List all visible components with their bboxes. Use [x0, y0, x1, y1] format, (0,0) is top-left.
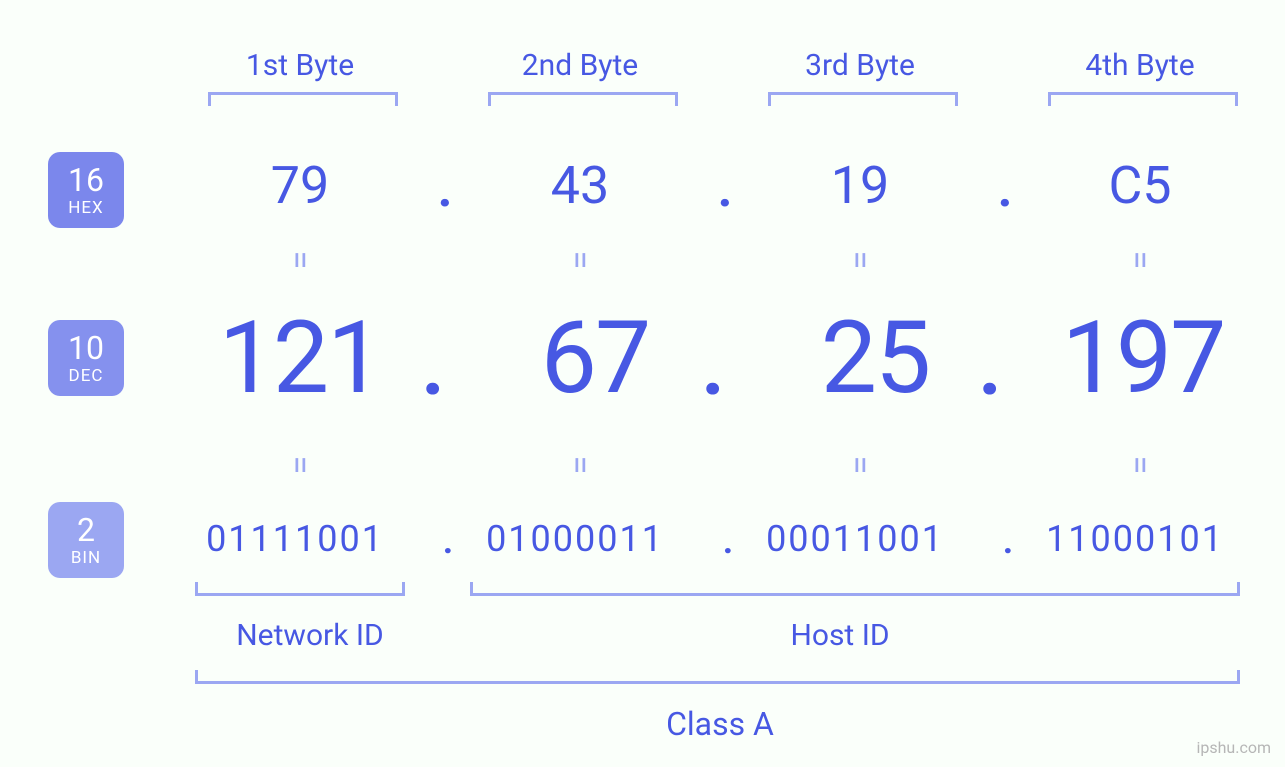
byte-header-2: 2nd Byte — [480, 48, 680, 83]
class-label: Class A — [630, 705, 810, 743]
byte-header-3: 3rd Byte — [760, 48, 960, 83]
byte-bracket-4 — [1048, 92, 1238, 106]
bin-byte-1: 01111001 — [170, 518, 420, 560]
host-id-label: Host ID — [730, 618, 950, 653]
bin-base-badge: 2 BIN — [48, 502, 124, 578]
hex-byte-2: 43 — [480, 155, 680, 216]
class-bracket — [195, 670, 1240, 684]
equals-icon: = — [1120, 450, 1160, 480]
dec-dot-3: . — [975, 320, 1005, 414]
bin-byte-3: 00011001 — [730, 518, 980, 560]
network-id-bracket — [195, 582, 405, 596]
equals-icon: = — [560, 245, 600, 275]
byte-bracket-1 — [208, 92, 398, 106]
hex-byte-1: 79 — [200, 155, 400, 216]
network-id-label: Network ID — [230, 618, 390, 653]
hex-dot-1: . — [430, 158, 460, 219]
dec-base-label: DEC — [69, 368, 104, 385]
byte-header-4: 4th Byte — [1040, 48, 1240, 83]
dec-byte-3: 25 — [750, 300, 1000, 417]
hex-byte-3: 19 — [760, 155, 960, 216]
bin-base-label: BIN — [71, 550, 101, 567]
hex-byte-4: C5 — [1040, 155, 1240, 216]
equals-icon: = — [840, 245, 880, 275]
hex-base-badge: 16 HEX — [48, 152, 124, 228]
equals-icon: = — [280, 245, 320, 275]
hex-base-label: HEX — [68, 200, 103, 217]
bin-byte-2: 01000011 — [450, 518, 700, 560]
equals-icon: = — [560, 450, 600, 480]
hex-dot-2: . — [710, 158, 740, 219]
dec-dot-2: . — [698, 320, 728, 414]
byte-header-1: 1st Byte — [200, 48, 400, 83]
dec-base-badge: 10 DEC — [48, 320, 124, 396]
equals-icon: = — [280, 450, 320, 480]
equals-icon: = — [840, 450, 880, 480]
bin-dot-3: . — [998, 520, 1018, 562]
columns-area: 1st Byte 2nd Byte 3rd Byte 4th Byte 79 4… — [170, 0, 1235, 767]
dec-base-number: 10 — [68, 332, 104, 364]
watermark: ipshu.com — [1196, 738, 1271, 757]
dec-byte-4: 197 — [1018, 300, 1268, 417]
bin-base-number: 2 — [77, 514, 95, 546]
bin-dot-1: . — [438, 520, 458, 562]
byte-bracket-3 — [768, 92, 958, 106]
bin-dot-2: . — [718, 520, 738, 562]
hex-dot-3: . — [990, 158, 1020, 219]
hex-base-number: 16 — [68, 164, 104, 196]
host-id-bracket — [470, 582, 1240, 596]
equals-icon: = — [1120, 245, 1160, 275]
dec-byte-1: 121 — [175, 300, 425, 417]
bin-byte-4: 11000101 — [1010, 518, 1260, 560]
dec-dot-1: . — [418, 320, 448, 414]
byte-bracket-2 — [488, 92, 678, 106]
dec-byte-2: 67 — [470, 300, 720, 417]
